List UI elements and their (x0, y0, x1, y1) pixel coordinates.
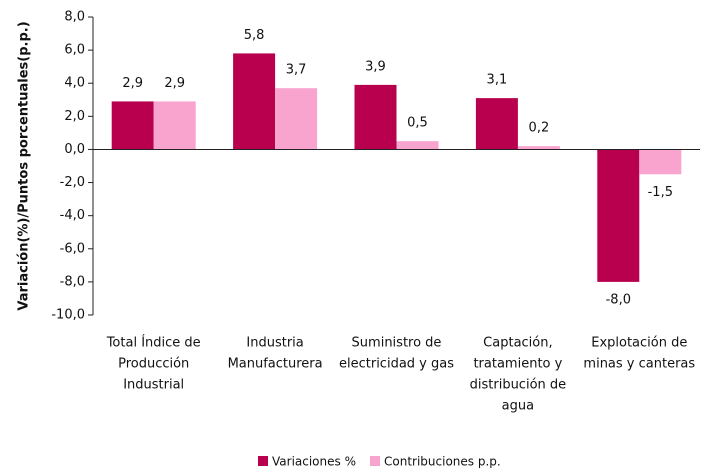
y-tick-label: 8,0 (64, 10, 85, 25)
x-tick-label: tratamiento y (473, 357, 562, 372)
bar (475, 98, 518, 150)
bar (153, 101, 196, 150)
value-label: -1,5 (648, 185, 673, 200)
legend-label: Variaciones % (272, 455, 356, 469)
legend-swatch (258, 456, 268, 466)
y-tick-label: 0,0 (64, 142, 85, 157)
y-axis-label: Variación(%)/Puntos porcentuales(p.p.) (17, 21, 32, 310)
x-tick-label: distribución de (470, 378, 567, 393)
bar (597, 149, 640, 282)
x-tick-label: Industrial (123, 378, 184, 393)
y-tick-label: 2,0 (64, 109, 85, 124)
y-tick-label: -4,0 (60, 208, 85, 223)
y-tick-label: 4,0 (64, 76, 85, 91)
value-label: 2,9 (122, 76, 143, 91)
x-tick-label: Producción (118, 357, 189, 372)
value-label: 3,9 (365, 59, 386, 74)
bar (275, 88, 318, 150)
bar (517, 146, 560, 150)
value-label: 3,1 (487, 73, 508, 88)
y-tick-label: -2,0 (60, 175, 85, 190)
bar (111, 101, 154, 150)
bar (354, 84, 397, 150)
x-tick-label: Captación, (483, 336, 552, 351)
bar (639, 149, 682, 175)
bar (233, 53, 276, 150)
value-label: 0,5 (407, 116, 428, 131)
value-label: 0,2 (529, 121, 550, 136)
y-tick-label: -10,0 (51, 308, 85, 323)
legend-label: Contribuciones p.p. (384, 455, 501, 469)
x-tick-label: Manufacturera (228, 357, 323, 372)
bar (396, 141, 439, 150)
x-tick-label: Industria (246, 336, 303, 351)
x-tick-label: Suministro de (352, 336, 442, 351)
value-label: 5,8 (244, 28, 265, 43)
value-label: 3,7 (286, 63, 307, 78)
legend-swatch (370, 456, 380, 466)
value-label: -8,0 (606, 292, 631, 307)
x-tick-label: Total Índice de (106, 335, 201, 351)
value-label: 2,9 (164, 76, 185, 91)
x-tick-label: minas y canteras (583, 357, 695, 372)
x-tick-label: Explotación de (591, 336, 687, 351)
y-tick-label: -6,0 (60, 241, 85, 256)
x-tick-label: electricidad y gas (339, 357, 454, 372)
y-tick-label: -8,0 (60, 274, 85, 289)
x-tick-label: agua (502, 399, 534, 414)
y-tick-label: 6,0 (64, 43, 85, 58)
